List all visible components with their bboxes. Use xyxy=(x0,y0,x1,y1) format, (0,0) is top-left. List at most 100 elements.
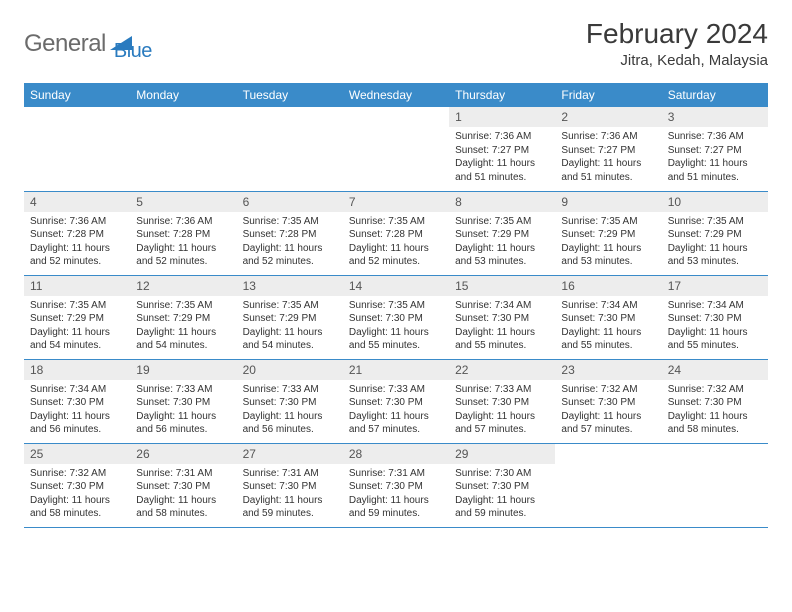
weekday-header: Thursday xyxy=(449,83,555,107)
day-details: Sunrise: 7:30 AMSunset: 7:30 PMDaylight:… xyxy=(449,464,555,525)
calendar-day-cell: 23Sunrise: 7:32 AMSunset: 7:30 PMDayligh… xyxy=(555,359,661,443)
weekday-header: Monday xyxy=(130,83,236,107)
day-number: 2 xyxy=(555,107,661,127)
day-details: Sunrise: 7:35 AMSunset: 7:28 PMDaylight:… xyxy=(343,212,449,273)
calendar-day-cell: 1Sunrise: 7:36 AMSunset: 7:27 PMDaylight… xyxy=(449,107,555,191)
day-details: Sunrise: 7:33 AMSunset: 7:30 PMDaylight:… xyxy=(343,380,449,441)
weekday-header: Wednesday xyxy=(343,83,449,107)
day-details: Sunrise: 7:31 AMSunset: 7:30 PMDaylight:… xyxy=(237,464,343,525)
logo: General Blue xyxy=(24,24,152,63)
day-details: Sunrise: 7:33 AMSunset: 7:30 PMDaylight:… xyxy=(237,380,343,441)
logo-text-blue: Blue xyxy=(114,24,152,63)
page-header: General Blue February 2024 Jitra, Kedah,… xyxy=(24,18,768,69)
day-number: 29 xyxy=(449,444,555,464)
day-details: Sunrise: 7:32 AMSunset: 7:30 PMDaylight:… xyxy=(555,380,661,441)
day-number: 4 xyxy=(24,192,130,212)
calendar-day-cell: 5Sunrise: 7:36 AMSunset: 7:28 PMDaylight… xyxy=(130,191,236,275)
location-text: Jitra, Kedah, Malaysia xyxy=(586,52,768,69)
logo-text-general: General xyxy=(24,30,106,58)
day-number: 27 xyxy=(237,444,343,464)
day-number: 13 xyxy=(237,276,343,296)
day-details: Sunrise: 7:35 AMSunset: 7:28 PMDaylight:… xyxy=(237,212,343,273)
title-block: February 2024 Jitra, Kedah, Malaysia xyxy=(586,18,768,69)
calendar-empty-cell xyxy=(24,107,130,191)
day-details: Sunrise: 7:36 AMSunset: 7:28 PMDaylight:… xyxy=(130,212,236,273)
day-details: Sunrise: 7:35 AMSunset: 7:29 PMDaylight:… xyxy=(662,212,768,273)
calendar-day-cell: 10Sunrise: 7:35 AMSunset: 7:29 PMDayligh… xyxy=(662,191,768,275)
calendar-day-cell: 12Sunrise: 7:35 AMSunset: 7:29 PMDayligh… xyxy=(130,275,236,359)
calendar-day-cell: 27Sunrise: 7:31 AMSunset: 7:30 PMDayligh… xyxy=(237,443,343,527)
calendar-day-cell: 26Sunrise: 7:31 AMSunset: 7:30 PMDayligh… xyxy=(130,443,236,527)
calendar-day-cell: 6Sunrise: 7:35 AMSunset: 7:28 PMDaylight… xyxy=(237,191,343,275)
day-details: Sunrise: 7:33 AMSunset: 7:30 PMDaylight:… xyxy=(449,380,555,441)
calendar-empty-cell xyxy=(343,107,449,191)
calendar-day-cell: 17Sunrise: 7:34 AMSunset: 7:30 PMDayligh… xyxy=(662,275,768,359)
calendar-day-cell: 29Sunrise: 7:30 AMSunset: 7:30 PMDayligh… xyxy=(449,443,555,527)
day-number: 3 xyxy=(662,107,768,127)
calendar-table: SundayMondayTuesdayWednesdayThursdayFrid… xyxy=(24,83,768,528)
day-details: Sunrise: 7:33 AMSunset: 7:30 PMDaylight:… xyxy=(130,380,236,441)
calendar-day-cell: 28Sunrise: 7:31 AMSunset: 7:30 PMDayligh… xyxy=(343,443,449,527)
day-details: Sunrise: 7:35 AMSunset: 7:29 PMDaylight:… xyxy=(24,296,130,357)
day-number: 28 xyxy=(343,444,449,464)
day-number: 16 xyxy=(555,276,661,296)
month-title: February 2024 xyxy=(586,18,768,50)
calendar-day-cell: 14Sunrise: 7:35 AMSunset: 7:30 PMDayligh… xyxy=(343,275,449,359)
calendar-week-row: 18Sunrise: 7:34 AMSunset: 7:30 PMDayligh… xyxy=(24,359,768,443)
calendar-day-cell: 7Sunrise: 7:35 AMSunset: 7:28 PMDaylight… xyxy=(343,191,449,275)
calendar-day-cell: 2Sunrise: 7:36 AMSunset: 7:27 PMDaylight… xyxy=(555,107,661,191)
calendar-day-cell: 3Sunrise: 7:36 AMSunset: 7:27 PMDaylight… xyxy=(662,107,768,191)
weekday-header: Sunday xyxy=(24,83,130,107)
day-details: Sunrise: 7:36 AMSunset: 7:28 PMDaylight:… xyxy=(24,212,130,273)
weekday-header: Friday xyxy=(555,83,661,107)
day-number: 6 xyxy=(237,192,343,212)
day-number: 12 xyxy=(130,276,236,296)
calendar-week-row: 25Sunrise: 7:32 AMSunset: 7:30 PMDayligh… xyxy=(24,443,768,527)
calendar-week-row: 11Sunrise: 7:35 AMSunset: 7:29 PMDayligh… xyxy=(24,275,768,359)
day-number: 17 xyxy=(662,276,768,296)
calendar-day-cell: 11Sunrise: 7:35 AMSunset: 7:29 PMDayligh… xyxy=(24,275,130,359)
day-number: 14 xyxy=(343,276,449,296)
day-details: Sunrise: 7:32 AMSunset: 7:30 PMDaylight:… xyxy=(24,464,130,525)
day-number: 10 xyxy=(662,192,768,212)
day-number: 25 xyxy=(24,444,130,464)
calendar-day-cell: 20Sunrise: 7:33 AMSunset: 7:30 PMDayligh… xyxy=(237,359,343,443)
day-details: Sunrise: 7:35 AMSunset: 7:29 PMDaylight:… xyxy=(237,296,343,357)
day-details: Sunrise: 7:35 AMSunset: 7:30 PMDaylight:… xyxy=(343,296,449,357)
weekday-header: Tuesday xyxy=(237,83,343,107)
calendar-empty-cell xyxy=(130,107,236,191)
day-details: Sunrise: 7:31 AMSunset: 7:30 PMDaylight:… xyxy=(343,464,449,525)
day-number: 9 xyxy=(555,192,661,212)
calendar-empty-cell xyxy=(237,107,343,191)
calendar-day-cell: 16Sunrise: 7:34 AMSunset: 7:30 PMDayligh… xyxy=(555,275,661,359)
calendar-body: 1Sunrise: 7:36 AMSunset: 7:27 PMDaylight… xyxy=(24,107,768,527)
day-number: 19 xyxy=(130,360,236,380)
calendar-day-cell: 25Sunrise: 7:32 AMSunset: 7:30 PMDayligh… xyxy=(24,443,130,527)
day-number: 18 xyxy=(24,360,130,380)
day-number: 22 xyxy=(449,360,555,380)
weekday-header: Saturday xyxy=(662,83,768,107)
day-details: Sunrise: 7:34 AMSunset: 7:30 PMDaylight:… xyxy=(662,296,768,357)
day-number: 24 xyxy=(662,360,768,380)
day-details: Sunrise: 7:34 AMSunset: 7:30 PMDaylight:… xyxy=(555,296,661,357)
day-number: 26 xyxy=(130,444,236,464)
day-number: 23 xyxy=(555,360,661,380)
day-details: Sunrise: 7:36 AMSunset: 7:27 PMDaylight:… xyxy=(449,127,555,188)
day-details: Sunrise: 7:35 AMSunset: 7:29 PMDaylight:… xyxy=(449,212,555,273)
day-number: 1 xyxy=(449,107,555,127)
day-number: 20 xyxy=(237,360,343,380)
calendar-empty-cell xyxy=(662,443,768,527)
day-details: Sunrise: 7:35 AMSunset: 7:29 PMDaylight:… xyxy=(130,296,236,357)
day-details: Sunrise: 7:34 AMSunset: 7:30 PMDaylight:… xyxy=(449,296,555,357)
calendar-day-cell: 19Sunrise: 7:33 AMSunset: 7:30 PMDayligh… xyxy=(130,359,236,443)
calendar-day-cell: 18Sunrise: 7:34 AMSunset: 7:30 PMDayligh… xyxy=(24,359,130,443)
day-number: 21 xyxy=(343,360,449,380)
calendar-empty-cell xyxy=(555,443,661,527)
calendar-week-row: 1Sunrise: 7:36 AMSunset: 7:27 PMDaylight… xyxy=(24,107,768,191)
day-number: 15 xyxy=(449,276,555,296)
calendar-day-cell: 4Sunrise: 7:36 AMSunset: 7:28 PMDaylight… xyxy=(24,191,130,275)
calendar-week-row: 4Sunrise: 7:36 AMSunset: 7:28 PMDaylight… xyxy=(24,191,768,275)
day-details: Sunrise: 7:36 AMSunset: 7:27 PMDaylight:… xyxy=(555,127,661,188)
calendar-day-cell: 22Sunrise: 7:33 AMSunset: 7:30 PMDayligh… xyxy=(449,359,555,443)
day-number: 11 xyxy=(24,276,130,296)
